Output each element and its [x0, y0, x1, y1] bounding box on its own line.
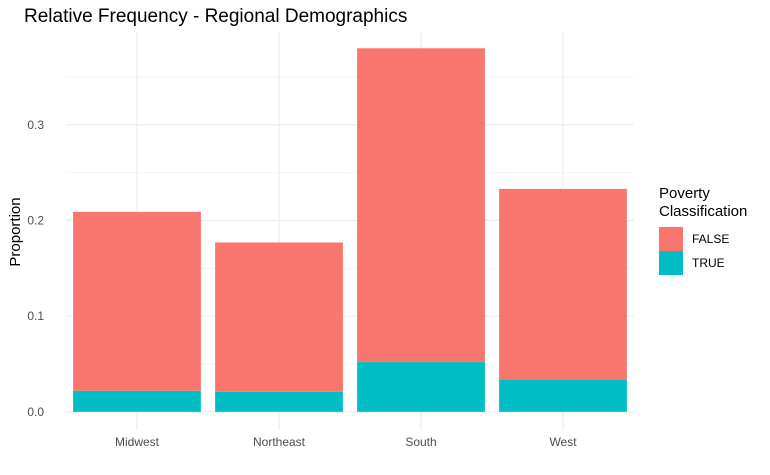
bar-west-false	[499, 188, 627, 380]
y-tick-label: 0.2	[27, 213, 44, 227]
legend-label-true: TRUE	[692, 256, 725, 270]
legend-title-line: Classification	[659, 203, 747, 220]
bar-northeast-true	[215, 391, 343, 412]
bar-south-true	[357, 362, 485, 412]
bar-west-true	[499, 379, 627, 412]
x-tick-labels: Midwest Northeast South West	[115, 435, 577, 449]
legend-label-false: FALSE	[692, 232, 729, 246]
bar-midwest-false	[73, 211, 201, 391]
y-tick-label: 0.3	[27, 118, 44, 132]
bar-midwest-true	[73, 390, 201, 412]
legend-title-line: Poverty	[659, 185, 710, 202]
bars	[73, 48, 627, 412]
bar-northeast-false	[215, 242, 343, 392]
legend-key-false	[659, 227, 683, 251]
x-tick-label: West	[549, 435, 577, 449]
y-tick-label: 0.0	[27, 405, 44, 419]
x-tick-label: Midwest	[115, 435, 160, 449]
x-tick-label: Northeast	[253, 435, 306, 449]
legend-key-true	[659, 251, 683, 275]
y-axis-title: Proportion	[7, 197, 24, 266]
y-tick-label: 0.1	[27, 309, 44, 323]
bar-south-false	[357, 48, 485, 363]
y-tick-labels: 0.0 0.1 0.2 0.3	[27, 118, 44, 419]
x-tick-label: South	[405, 435, 436, 449]
chart-title: Relative Frequency - Regional Demographi…	[24, 6, 407, 27]
